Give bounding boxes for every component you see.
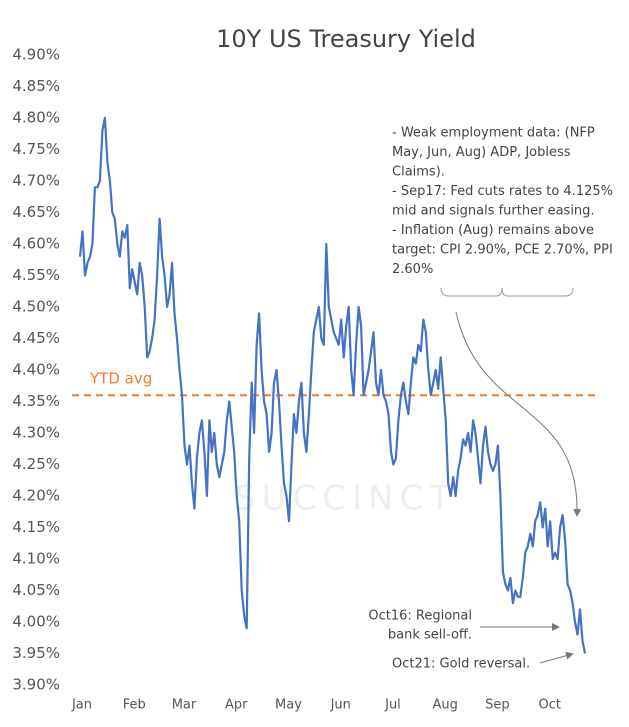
x-tick-label: Apr [225,698,248,713]
x-tick-label: Sep [485,698,510,713]
yield-line [78,116,587,654]
y-tick-label: 4.65% [12,203,60,221]
y-tick-label: 4.55% [12,266,60,284]
bracket [440,287,574,297]
annotation: 2.60% [392,262,433,277]
y-tick-label: 4.80% [12,109,60,127]
y-tick-label: 4.30% [12,424,60,442]
y-tick-label: 4.85% [12,77,60,95]
y-tick-label: 4.45% [12,329,60,347]
x-tick-label: Feb [123,698,146,713]
x-tick-label: Oct [538,698,560,713]
x-tick-label: Jul [384,698,401,713]
annotation: - Sep17: Fed cuts rates to 4.125% [392,184,613,199]
x-tick-label: Aug [433,698,458,713]
watermark: SUCCINCT [234,479,456,519]
y-tick-label: 4.00% [12,613,60,631]
annotation: - Weak employment data: (NFP [392,126,595,141]
y-tick-label: 4.75% [12,140,60,158]
y-tick-label: 4.05% [12,581,60,599]
y-tick-label: 4.90% [12,46,60,64]
x-tick-label: Jan [71,698,92,713]
arrow [455,311,582,517]
chart-title: 10Y US Treasury Yield [216,25,476,53]
y-tick-label: 3.95% [12,644,60,662]
y-tick-label: 4.60% [12,235,60,253]
reference-label: YTD avg [89,370,152,388]
annotation: - Inflation (Aug) remains above [392,223,594,238]
y-tick-label: 4.15% [12,518,60,536]
y-tick-label: 4.35% [12,392,60,410]
annotation: Oct16: Regional [368,609,472,624]
arrow [539,651,574,664]
annotation: bank sell-off. [388,628,472,643]
annotation: Oct21: Gold reversal. [392,657,530,672]
y-tick-label: 4.40% [12,361,60,379]
x-tick-label: May [275,698,302,713]
y-tick-label: 3.90% [12,676,60,694]
x-tick-label: Mar [172,698,197,713]
y-tick-label: 4.20% [12,487,60,505]
annotation: May, Jun, Aug) ADP, Jobless [392,145,571,160]
annotation: mid and signals further easing. [392,204,595,219]
annotation: Claims). [392,165,445,180]
y-tick-label: 4.50% [12,298,60,316]
annotation: target: CPI 2.90%, PCE 2.70%, PPI [392,243,613,258]
y-tick-label: 4.25% [12,455,60,473]
y-tick-label: 4.10% [12,550,60,568]
y-tick-label: 4.70% [12,172,60,190]
x-tick-label: Jun [330,698,351,713]
